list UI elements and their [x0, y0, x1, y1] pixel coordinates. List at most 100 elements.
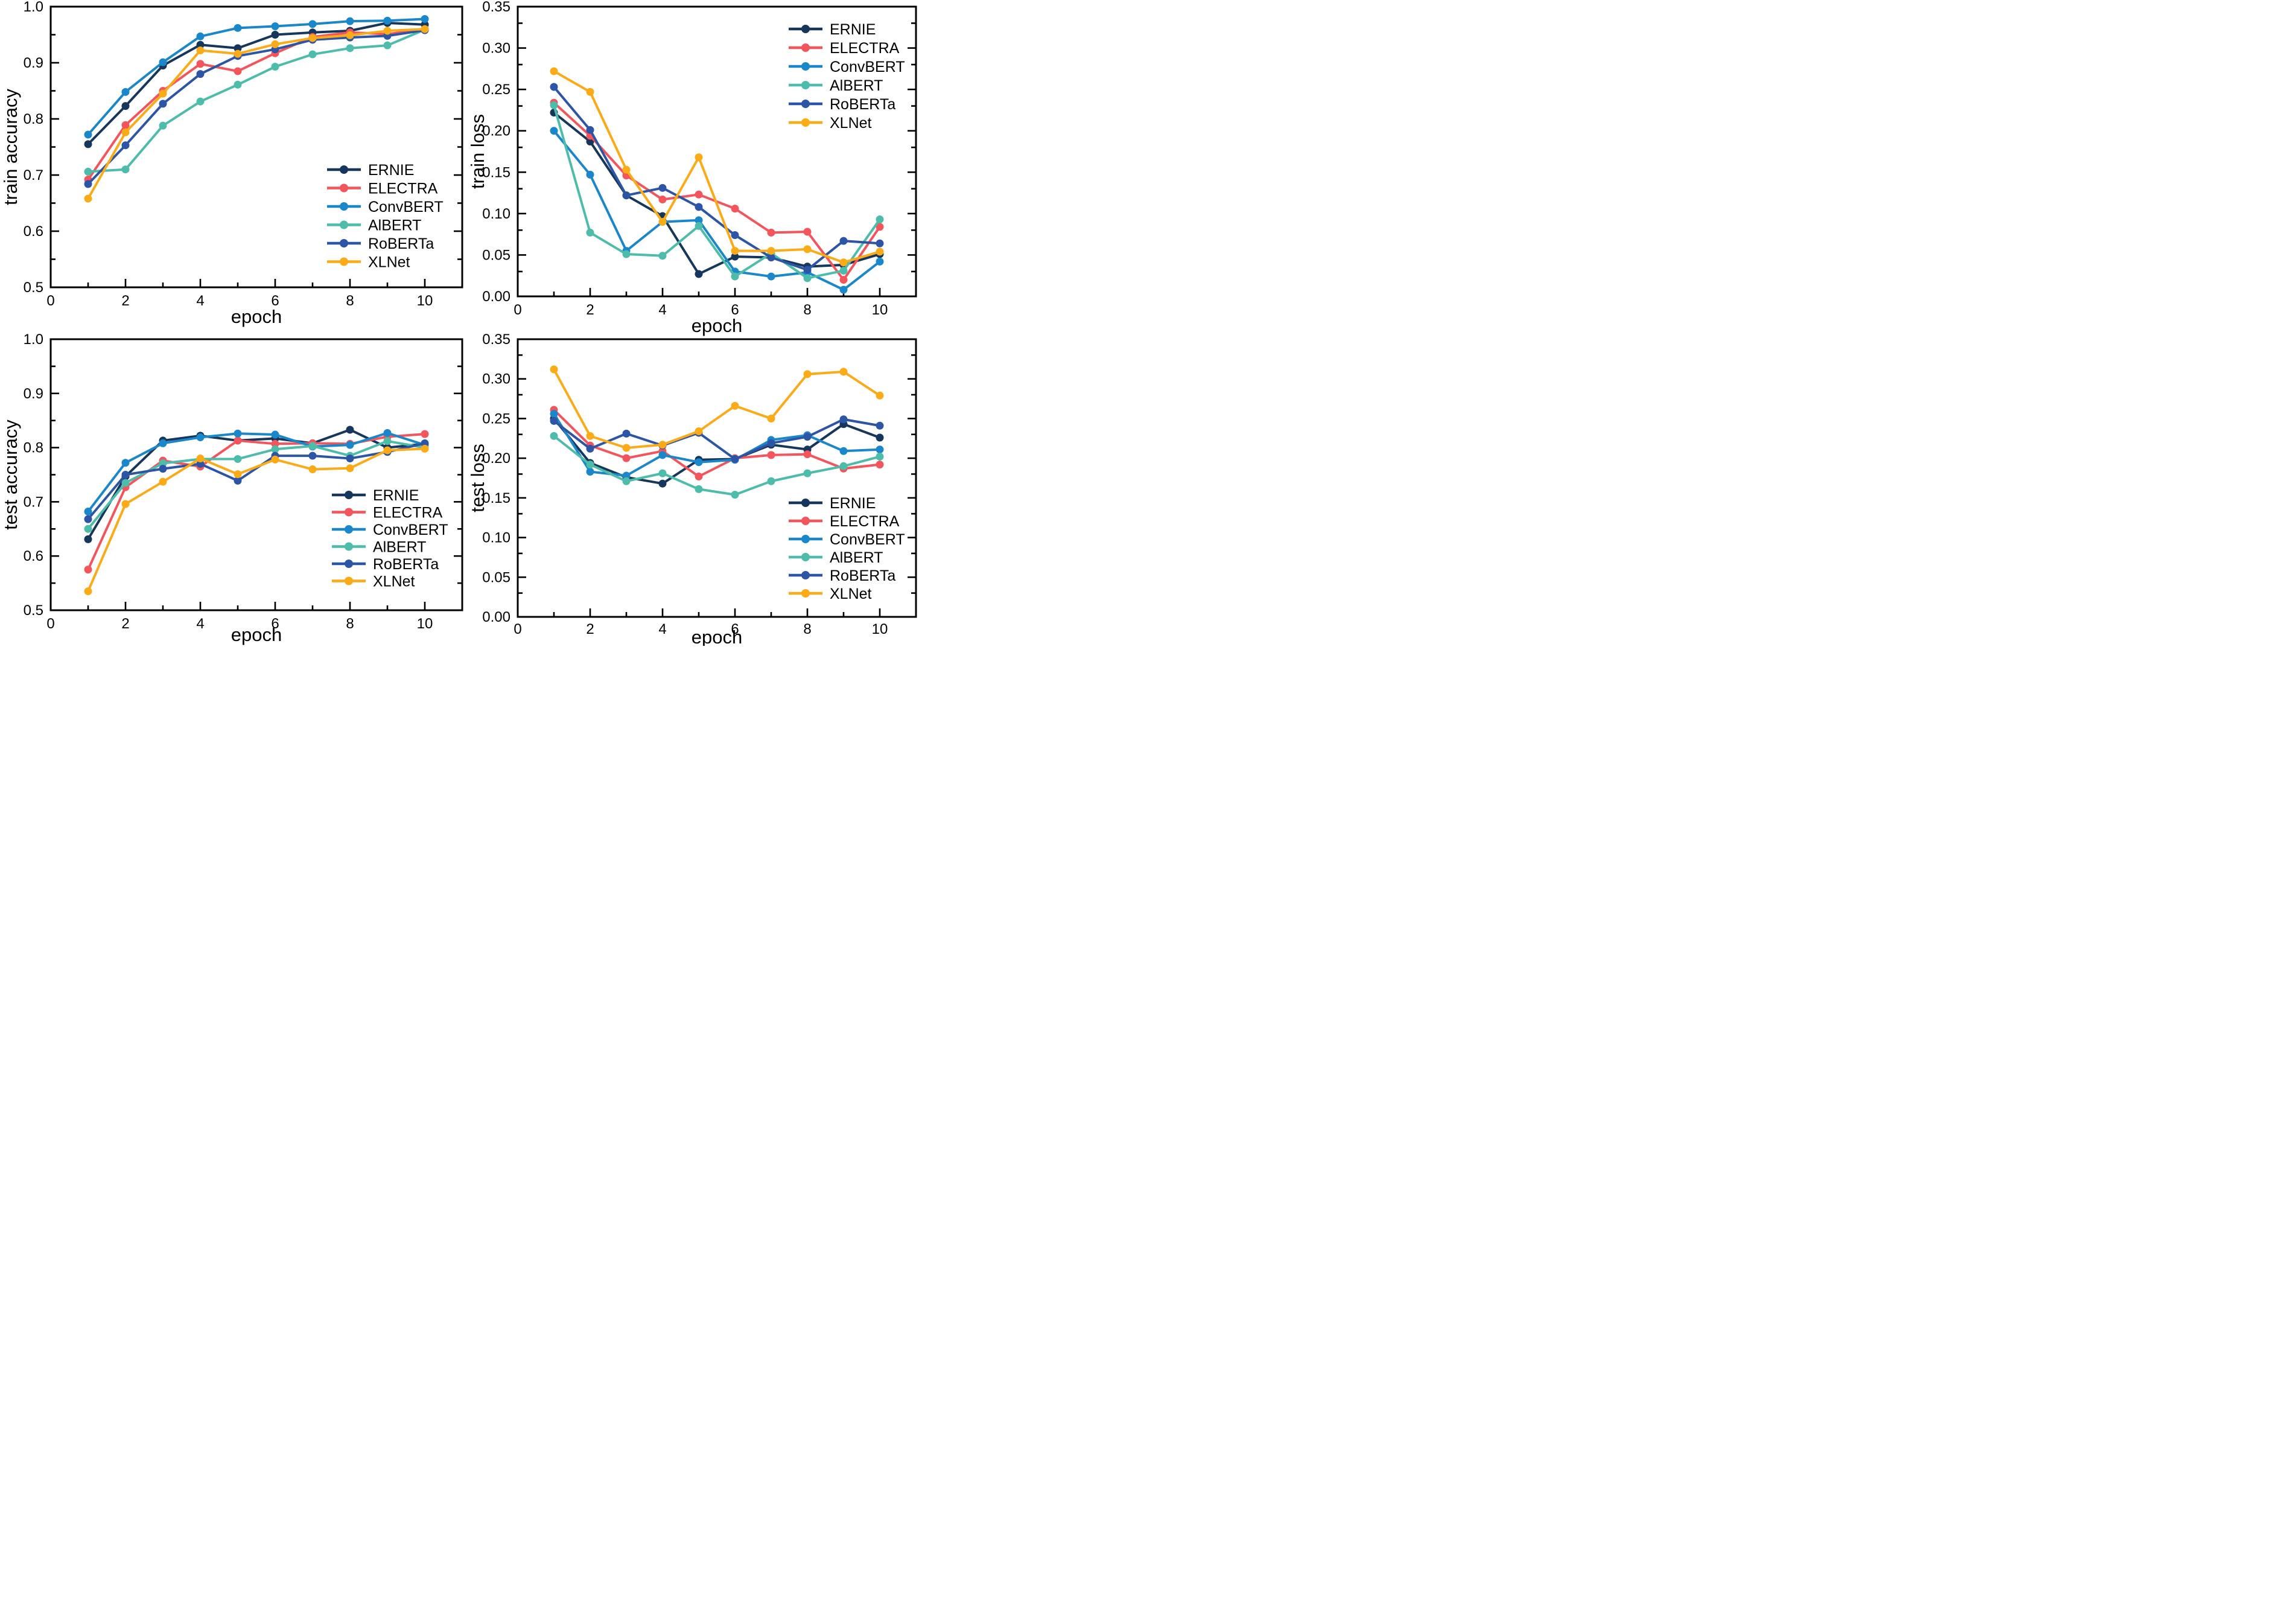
- legend-label: XLNet: [373, 573, 415, 590]
- subplot-test-accuracy: 0 2 4 6 8 10 0.5 0.6 0.7 0.8 0.9 1.0 ERNIEELECTRACon…: [0, 331, 463, 645]
- x-tick-label: 2: [121, 616, 129, 632]
- data-point: [121, 121, 130, 129]
- data-point: [767, 477, 775, 485]
- data-point: [658, 252, 667, 260]
- data-point: [803, 370, 812, 378]
- series-line: [553, 111, 881, 275]
- legend-marker-icon: [340, 239, 348, 247]
- data-point: [346, 17, 354, 25]
- data-point: [346, 464, 354, 473]
- data-point: [84, 180, 92, 188]
- data-point: [84, 508, 92, 516]
- legend-marker-icon: [345, 525, 353, 534]
- series-line: [553, 408, 881, 478]
- x-axis-title: epoch: [692, 315, 742, 336]
- x-tick-label: 4: [196, 616, 204, 632]
- data-point: [234, 67, 242, 75]
- y-tick-label: 0.15: [482, 490, 510, 506]
- series-line: [553, 104, 881, 279]
- series-line: [87, 442, 426, 521]
- data-point: [550, 67, 558, 75]
- legend-label: AlBERT: [368, 217, 421, 234]
- data-point: [383, 27, 392, 35]
- data-point: [84, 535, 92, 543]
- charts-canvas: 0 2 4 6 8 100.50.60.70.80.91.0ERNIEELECTRACon…: [0, 0, 917, 646]
- legend-item-convbert: ConvBERT: [332, 522, 448, 538]
- data-point: [421, 25, 429, 33]
- data-point: [586, 228, 594, 237]
- data-point: [121, 165, 130, 174]
- data-point: [803, 433, 812, 441]
- data-point: [550, 432, 558, 440]
- series-line: [87, 28, 426, 200]
- data-point: [622, 165, 631, 174]
- data-point: [234, 44, 242, 53]
- data-point: [803, 274, 812, 282]
- y-tick-label: 0.7: [24, 167, 43, 183]
- y-tick-label: 0.5: [24, 279, 43, 296]
- legend-item-xlnet: XLNet: [789, 115, 872, 132]
- data-point: [196, 60, 205, 68]
- legend-item-roberta: RoBERTa: [789, 567, 895, 584]
- data-point: [159, 465, 167, 473]
- legend-marker-icon: [801, 535, 810, 543]
- legend-marker-icon: [345, 560, 353, 568]
- legend-label: ELECTRA: [373, 505, 443, 522]
- legend-marker-icon: [340, 202, 348, 211]
- series-xlnet: [84, 444, 429, 596]
- legend-marker-icon: [801, 81, 810, 89]
- data-point: [695, 216, 703, 225]
- x-tick-label: 2: [121, 293, 129, 309]
- data-point: [622, 471, 631, 480]
- legend-label: ERNIE: [373, 487, 419, 504]
- data-point: [839, 258, 848, 267]
- data-point: [159, 58, 167, 66]
- legend-label: ConvBERT: [373, 522, 448, 538]
- data-point: [876, 239, 884, 247]
- data-point: [271, 445, 279, 453]
- legend-marker-icon: [801, 25, 810, 33]
- series-albert: [550, 101, 884, 282]
- series-line: [87, 28, 426, 173]
- series-albert: [84, 25, 429, 176]
- legend-item-electra: ELECTRA: [789, 513, 900, 530]
- data-point: [586, 444, 594, 453]
- x-tick-label: 4: [196, 293, 204, 309]
- x-tick-label: 8: [346, 616, 354, 632]
- data-point: [196, 97, 205, 106]
- data-point: [121, 141, 130, 150]
- y-tick-label: 0.6: [24, 548, 43, 564]
- data-point: [196, 433, 205, 442]
- y-tick-label: 0.8: [24, 111, 43, 127]
- legend-label: ELECTRA: [830, 513, 900, 530]
- legend-marker-icon: [801, 43, 810, 52]
- legend-marker-icon: [801, 571, 810, 579]
- data-point: [159, 89, 167, 98]
- data-point: [84, 140, 92, 148]
- y-tick-label: 0.20: [482, 123, 510, 139]
- data-point: [271, 31, 279, 39]
- legend-item-electra: ELECTRA: [332, 505, 443, 522]
- data-point: [839, 285, 848, 294]
- series-albert: [550, 432, 884, 499]
- legend-item-albert: AlBERT: [332, 539, 426, 556]
- data-point: [767, 272, 775, 281]
- data-point: [234, 429, 242, 438]
- legend-item-electra: ELECTRA: [327, 180, 438, 197]
- y-tick-label: 1.0: [24, 0, 43, 15]
- data-point: [839, 237, 848, 245]
- data-point: [695, 222, 703, 230]
- data-point: [876, 223, 884, 231]
- legend-item-xlnet: XLNet: [327, 254, 410, 271]
- data-point: [196, 46, 205, 55]
- data-point: [622, 429, 631, 438]
- series-line: [87, 439, 426, 531]
- data-point: [586, 88, 594, 96]
- data-point: [731, 252, 739, 261]
- data-point: [658, 469, 667, 477]
- data-point: [695, 190, 703, 199]
- series-line: [553, 435, 881, 496]
- y-tick-label: 0.9: [24, 55, 43, 71]
- x-tick-label: 6: [731, 621, 739, 637]
